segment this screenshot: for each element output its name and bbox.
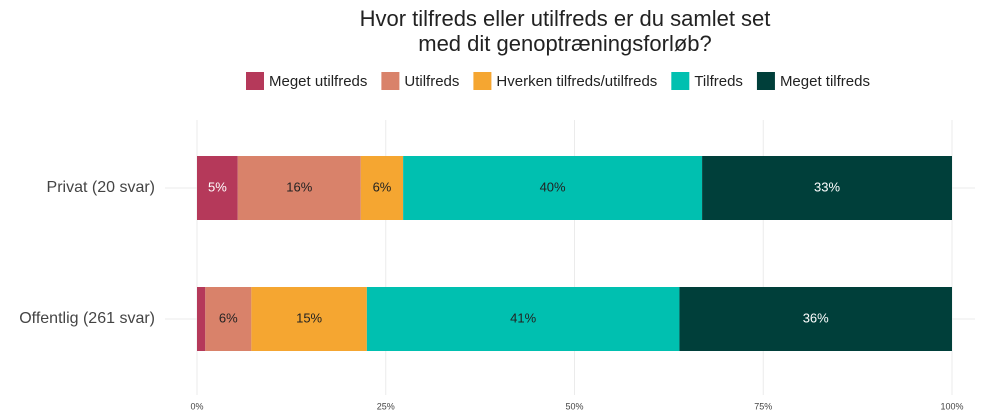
x-tick-label: 50%	[565, 401, 583, 411]
chart-title: med dit genoptræningsforløb?	[418, 31, 712, 56]
bar-segment	[251, 287, 367, 351]
bar-segment	[237, 156, 361, 220]
legend-label: Utilfreds	[404, 73, 459, 90]
data-label: 40%	[540, 179, 566, 194]
bar-segment	[197, 156, 238, 220]
x-tick-label: 0%	[190, 401, 203, 411]
chart-title: Hvor tilfreds eller utilfreds er du saml…	[360, 6, 771, 31]
legend-label: Tilfreds	[694, 73, 743, 90]
data-label: 6%	[373, 179, 392, 194]
bar-segment	[702, 156, 952, 220]
bar-segment	[679, 287, 952, 351]
bar-segment	[197, 287, 206, 351]
x-tick-label: 25%	[377, 401, 395, 411]
legend-swatch	[473, 72, 492, 90]
data-label: 5%	[208, 179, 227, 194]
bar-segment	[366, 287, 680, 351]
data-label: 15%	[296, 310, 322, 325]
legend-swatch	[381, 72, 400, 90]
legend-label: Meget utilfreds	[269, 73, 367, 90]
legend-swatch	[756, 72, 775, 90]
data-label: 36%	[803, 310, 829, 325]
y-tick-label: Privat (20 svar)	[47, 179, 155, 196]
x-tick-label: 100%	[940, 401, 963, 411]
y-tick-label: Offentlig (261 svar)	[19, 310, 155, 327]
legend-label: Meget tilfreds	[780, 73, 870, 90]
x-tick-label: 75%	[754, 401, 772, 411]
bar-segment	[360, 156, 404, 220]
bar-segment	[403, 156, 703, 220]
data-label: 6%	[219, 310, 238, 325]
legend-swatch	[246, 72, 264, 90]
legend-swatch	[671, 72, 690, 90]
data-label: 33%	[814, 179, 840, 194]
data-label: 16%	[286, 179, 312, 194]
data-label: 41%	[510, 310, 536, 325]
bar-segment	[205, 287, 252, 351]
legend-label: Hverken tilfreds/utilfreds	[496, 73, 657, 90]
